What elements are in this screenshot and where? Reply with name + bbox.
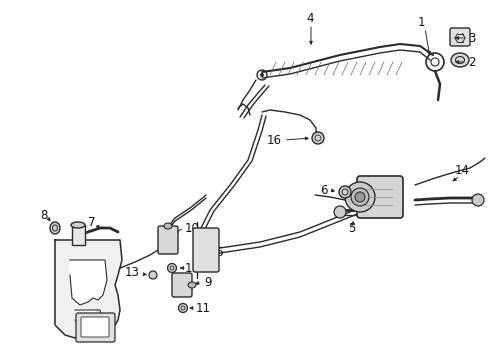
FancyBboxPatch shape xyxy=(356,176,402,218)
Text: 15: 15 xyxy=(209,246,224,258)
Ellipse shape xyxy=(163,223,172,229)
Circle shape xyxy=(471,194,483,206)
Text: 3: 3 xyxy=(467,32,474,45)
FancyBboxPatch shape xyxy=(158,226,178,254)
Circle shape xyxy=(260,73,264,77)
Text: 8: 8 xyxy=(40,208,47,221)
Text: 10: 10 xyxy=(184,221,200,234)
Ellipse shape xyxy=(450,53,468,67)
Ellipse shape xyxy=(187,282,196,288)
Ellipse shape xyxy=(178,303,187,312)
Text: 14: 14 xyxy=(454,163,469,176)
Text: 6: 6 xyxy=(320,184,327,197)
Ellipse shape xyxy=(167,264,176,273)
Text: 11: 11 xyxy=(196,302,210,315)
Polygon shape xyxy=(70,260,107,305)
Polygon shape xyxy=(72,225,85,245)
Text: 13: 13 xyxy=(125,266,140,279)
Circle shape xyxy=(333,206,346,218)
Polygon shape xyxy=(75,310,102,328)
Ellipse shape xyxy=(50,222,60,234)
Ellipse shape xyxy=(149,271,157,279)
FancyBboxPatch shape xyxy=(81,317,109,337)
FancyBboxPatch shape xyxy=(193,228,219,272)
Text: 11: 11 xyxy=(184,261,200,274)
FancyBboxPatch shape xyxy=(449,28,469,46)
Text: 5: 5 xyxy=(347,221,355,234)
Polygon shape xyxy=(55,240,122,338)
Text: 2: 2 xyxy=(467,55,474,68)
Circle shape xyxy=(345,182,374,212)
Text: 16: 16 xyxy=(266,134,282,147)
Circle shape xyxy=(311,132,324,144)
Text: 7: 7 xyxy=(88,216,95,229)
Ellipse shape xyxy=(338,186,350,198)
Circle shape xyxy=(350,188,368,206)
FancyBboxPatch shape xyxy=(172,273,192,297)
Text: 4: 4 xyxy=(305,12,313,24)
Text: 9: 9 xyxy=(203,275,211,288)
Text: 1: 1 xyxy=(417,15,425,28)
Ellipse shape xyxy=(71,222,85,228)
FancyBboxPatch shape xyxy=(76,313,115,342)
Text: 12: 12 xyxy=(98,325,113,338)
Circle shape xyxy=(354,192,364,202)
